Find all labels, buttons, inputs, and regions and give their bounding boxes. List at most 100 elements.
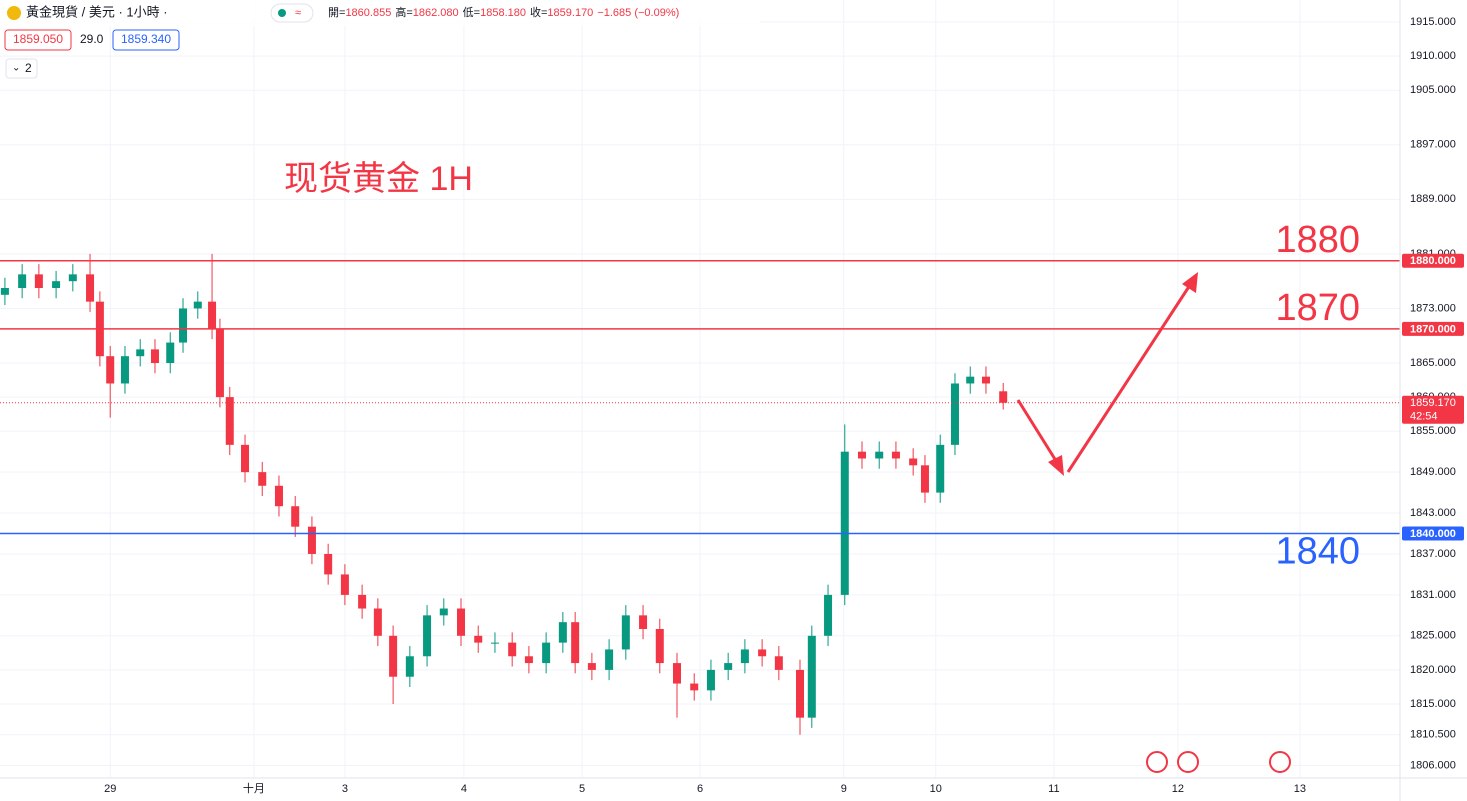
y-tick-label: 1865.000 <box>1410 357 1456 369</box>
level-badge <box>1402 253 1464 268</box>
flag-icon[interactable] <box>1146 751 1168 773</box>
annotation: 现货黄金 1H <box>284 160 473 198</box>
candle-body <box>136 349 145 357</box>
change: −1.685 (−0.09%) <box>597 7 679 19</box>
level-badge <box>1402 321 1464 336</box>
candle-body <box>291 506 300 527</box>
y-tick-label: 1855.000 <box>1410 425 1456 437</box>
grid <box>0 0 1400 778</box>
candle-body <box>774 656 783 670</box>
candle-body <box>966 376 975 384</box>
candle-body <box>457 608 466 636</box>
candle-body <box>508 642 517 657</box>
price-badge-label: 1859.170 <box>1410 397 1456 409</box>
candle-body <box>981 376 990 384</box>
candle-body <box>274 485 283 507</box>
ohlc: 開=1860.855 高=1862.080 低=1858.180 收=1859.170… <box>328 5 679 19</box>
candle-body <box>373 608 382 636</box>
candle-body <box>571 622 580 664</box>
y-tick-label: 1806.000 <box>1410 759 1456 771</box>
y-tick-label: 1820.000 <box>1410 664 1456 676</box>
ohlc-value: 1859.170 <box>547 7 593 19</box>
x-tick-label: 29 <box>104 783 116 795</box>
x-tick-label: 11 <box>1048 783 1059 795</box>
y-tick-label: 1831.000 <box>1410 589 1456 601</box>
flag-icon[interactable] <box>1269 751 1291 773</box>
y-tick-label: 1849.000 <box>1410 466 1456 478</box>
candle-body <box>166 342 175 364</box>
y-tick-label: 1815.000 <box>1410 698 1456 710</box>
symbol-icon <box>7 6 21 20</box>
ohlc-value: 1862.080 <box>413 7 459 19</box>
indicator-count: 2 <box>25 61 32 75</box>
candle-body <box>179 308 188 343</box>
level-badge-label: 1870.000 <box>1410 323 1456 335</box>
candle-body <box>621 615 630 650</box>
y-tick-label: 1837.000 <box>1410 548 1456 560</box>
level-badge-label: 1840.000 <box>1410 528 1456 540</box>
status-pill[interactable] <box>270 3 314 23</box>
candle-body <box>215 328 224 398</box>
bid: 1859.050 <box>13 32 63 46</box>
indicator-toggle[interactable] <box>5 58 38 79</box>
candle-body <box>558 622 567 643</box>
price-badge <box>1402 395 1464 424</box>
y-tick-label: 1843.000 <box>1410 507 1456 519</box>
candle-body <box>324 553 333 575</box>
status-dot <box>278 9 286 17</box>
ohlc-value: 1860.855 <box>345 7 391 19</box>
candle-body <box>909 458 918 466</box>
level-badge <box>1402 526 1464 541</box>
x-tick-label: 3 <box>342 783 348 795</box>
candle-body <box>389 635 398 677</box>
ohlc-value: 1858.180 <box>480 7 526 19</box>
candle-body <box>840 451 849 595</box>
candle-body <box>52 281 61 288</box>
y-tick-label: 1810.500 <box>1410 729 1456 741</box>
spread: 29.0 <box>80 32 104 46</box>
ohlc-label: 開= <box>328 6 345 19</box>
y-tick-label: 1910.000 <box>1410 50 1456 62</box>
arrow <box>1016 399 1060 465</box>
candle-body <box>740 649 749 664</box>
y-tick-label: 1905.000 <box>1410 84 1456 96</box>
header-bg <box>0 0 760 26</box>
level-label: 1880 <box>1275 219 1360 261</box>
candle-body <box>605 649 614 670</box>
toggle-icon: ⌄ <box>12 63 20 74</box>
x-tick-label: 6 <box>697 783 703 795</box>
price-badges: 1880.000 1870.000 1840.000 1859.170 42:54 <box>1402 253 1464 541</box>
arrow <box>1066 284 1192 473</box>
ask-box[interactable] <box>112 29 180 51</box>
candle-body <box>655 628 664 664</box>
candle-body <box>0 287 9 295</box>
status-icon: ≈ <box>295 7 301 19</box>
candle-body <box>307 526 316 554</box>
candle-body <box>796 669 804 718</box>
candle-body <box>639 615 648 629</box>
y-tick-label: 1915.000 <box>1410 16 1456 28</box>
x-tick-label: 10 <box>930 783 942 795</box>
level-label: 1870 <box>1275 287 1360 329</box>
ohlc-label: 低= <box>463 6 480 19</box>
header: 黃金現貨 / 美元 · 1小時 · ≈ 開=1860.855 高=1862.080… <box>0 0 760 79</box>
symbol[interactable]: 黃金現貨 / 美元 · 1小時 · <box>26 4 168 19</box>
candle-body <box>542 642 551 664</box>
candle-body <box>405 656 414 677</box>
ohlc-label: 高= <box>395 5 412 19</box>
candle-body <box>524 656 533 664</box>
flag-icon[interactable] <box>1177 751 1199 773</box>
arrow-head <box>1048 455 1064 476</box>
y-tick-label: 1897.000 <box>1410 139 1456 151</box>
x-tick-label: 5 <box>579 783 585 795</box>
candle-body <box>807 635 816 718</box>
candle-body <box>999 391 1008 403</box>
candle-body <box>193 301 202 309</box>
x-tick-label: 9 <box>841 783 847 795</box>
candle-body <box>474 635 483 643</box>
arrow-head <box>1182 272 1198 293</box>
candle-body <box>724 663 733 670</box>
bid-box[interactable] <box>4 29 72 51</box>
